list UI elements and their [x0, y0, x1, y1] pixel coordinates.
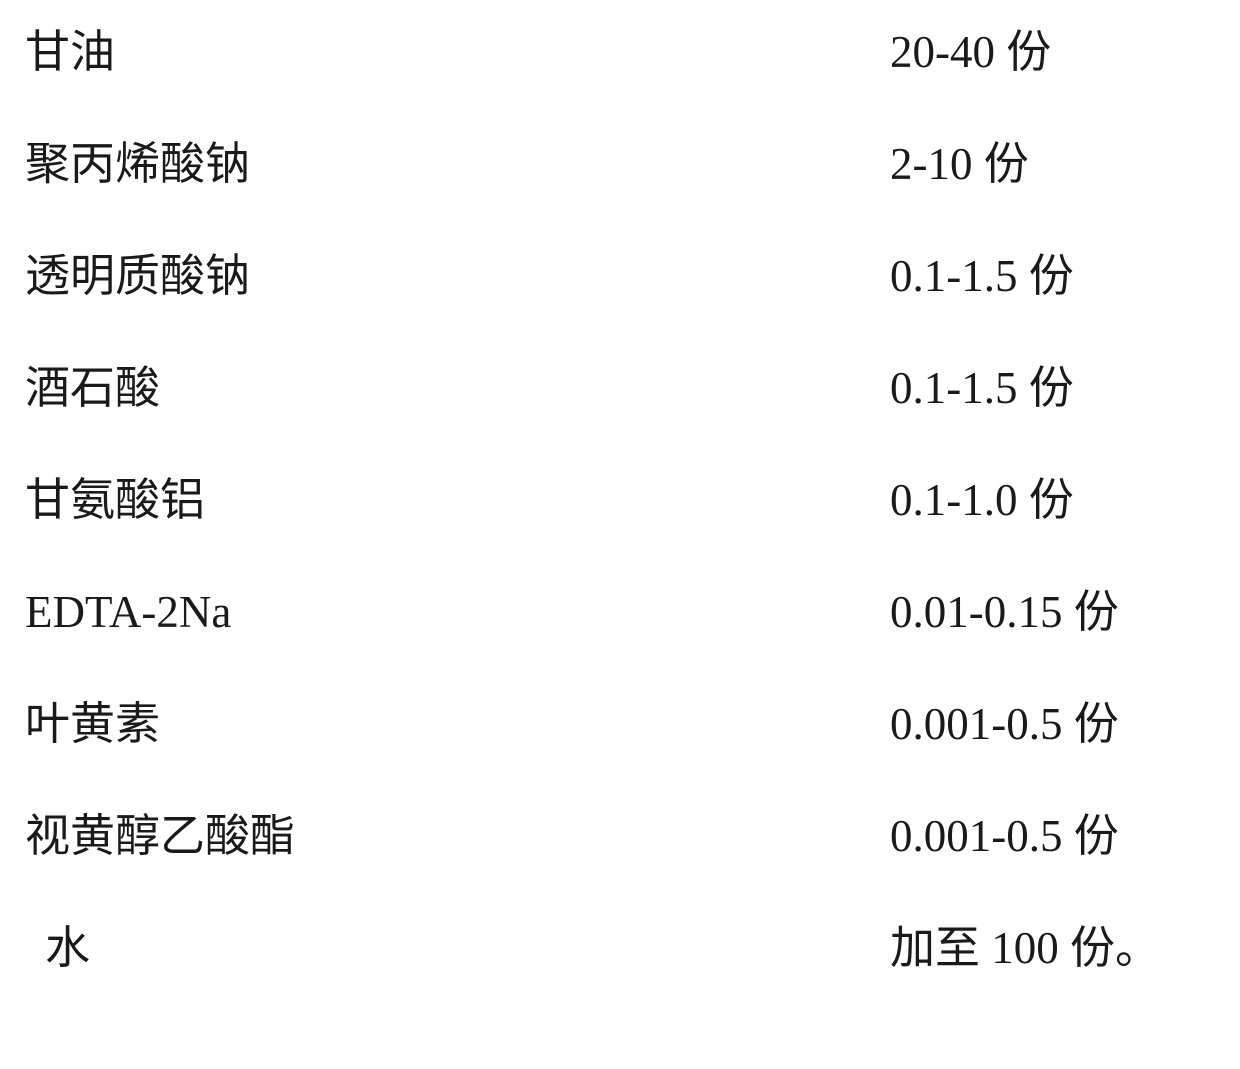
table-row: 甘油 20-40 份	[25, 30, 1210, 142]
table-row: 视黄醇乙酸酯 0.001-0.5 份	[25, 814, 1210, 926]
ingredient-name: 聚丙烯酸钠	[25, 142, 250, 187]
table-row: 酒石酸 0.1-1.5 份	[25, 366, 1210, 478]
ingredient-name: 视黄醇乙酸酯	[25, 814, 295, 859]
table-row: 聚丙烯酸钠 2-10 份	[25, 142, 1210, 254]
ingredient-amount: 0.1-1.0 份	[890, 478, 1210, 523]
table-row: 透明质酸钠 0.1-1.5 份	[25, 254, 1210, 366]
ingredient-name: 水	[25, 926, 90, 971]
ingredient-amount: 0.001-0.5 份	[890, 702, 1210, 747]
table-row: 水 加至 100 份。	[25, 926, 1210, 1038]
ingredient-amount: 0.01-0.15 份	[890, 590, 1210, 635]
ingredient-amount: 0.1-1.5 份	[890, 366, 1210, 411]
ingredient-name: 甘氨酸铝	[25, 478, 205, 523]
table-row: 叶黄素 0.001-0.5 份	[25, 702, 1210, 814]
ingredient-amount: 0.001-0.5 份	[890, 814, 1210, 859]
ingredient-name: 甘油	[25, 30, 115, 75]
ingredient-name: 叶黄素	[25, 702, 160, 747]
table-row: 甘氨酸铝 0.1-1.0 份	[25, 478, 1210, 590]
table-row: EDTA-2Na 0.01-0.15 份	[25, 590, 1210, 702]
ingredient-name: 透明质酸钠	[25, 254, 250, 299]
ingredient-amount: 2-10 份	[890, 142, 1210, 187]
ingredient-amount: 20-40 份	[890, 30, 1210, 75]
ingredient-table: 甘油 20-40 份 聚丙烯酸钠 2-10 份 透明质酸钠 0.1-1.5 份 …	[0, 0, 1240, 1069]
ingredient-name: EDTA-2Na	[25, 590, 231, 635]
ingredient-amount: 加至 100 份。	[890, 926, 1210, 971]
ingredient-name: 酒石酸	[25, 366, 160, 411]
ingredient-amount: 0.1-1.5 份	[890, 254, 1210, 299]
